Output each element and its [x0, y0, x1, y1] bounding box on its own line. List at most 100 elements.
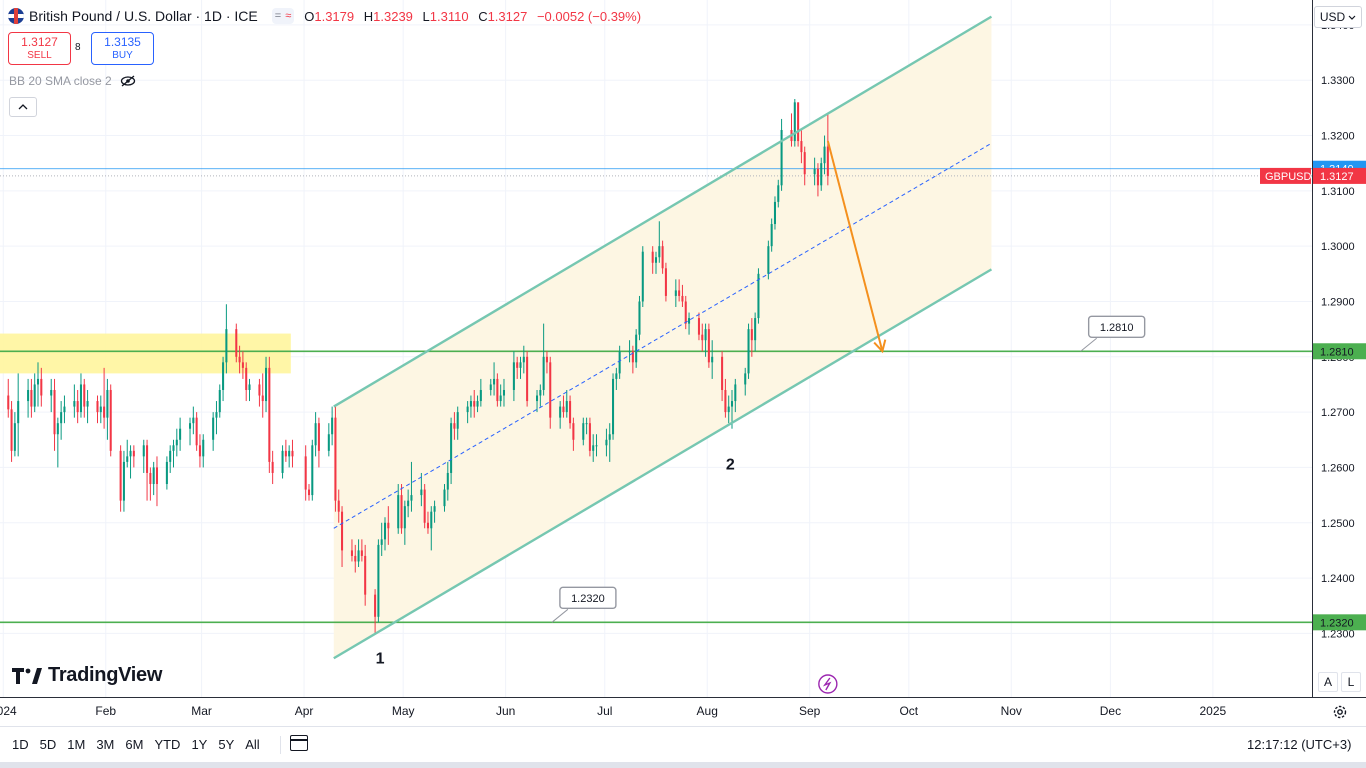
candle-body — [549, 362, 552, 418]
price-axis-tag-text: 1.2320 — [1320, 617, 1354, 629]
candle-body — [536, 395, 539, 402]
candle-body — [635, 334, 638, 363]
currency-label: USD — [1319, 10, 1346, 24]
candle-body — [341, 511, 344, 551]
tradingview-logo[interactable]: TradingView — [12, 664, 162, 687]
candle-body — [215, 412, 218, 418]
ohlc-change-value: −0.0052 (−0.39%) — [536, 8, 642, 24]
range-3m-button[interactable]: 3M — [96, 737, 115, 752]
candle-body — [420, 489, 423, 496]
buy-button[interactable]: 1.3135 BUY — [91, 32, 154, 65]
currency-dropdown[interactable]: USD — [1314, 6, 1362, 28]
y-tick-label: 1.2400 — [1321, 573, 1355, 585]
candle-body — [311, 445, 314, 496]
range-6m-button[interactable]: 6M — [125, 737, 144, 752]
ohlc-open-key: O — [304, 8, 315, 24]
candle-body — [777, 185, 780, 202]
candle-body — [327, 434, 330, 451]
channel-upper-line — [333, 15, 993, 408]
range-1d-button[interactable]: 1D — [12, 737, 29, 752]
candle-body — [664, 268, 667, 296]
candle-body — [453, 423, 456, 429]
candle-body — [96, 401, 99, 413]
sell-price: 1.3127 — [21, 34, 58, 49]
ohlc-close-key: C — [478, 8, 488, 24]
candle-body — [747, 329, 750, 374]
candle-body — [430, 511, 433, 529]
candle-body — [195, 417, 198, 446]
y-tick-label: 1.2600 — [1321, 462, 1355, 474]
candle-body — [608, 434, 611, 440]
eye-hidden-icon[interactable] — [120, 75, 136, 87]
candle-body — [50, 389, 53, 396]
candle-body — [235, 329, 238, 357]
ohlc-readout: O1.3179 H1.3239 L1.3110 C1.3127 −0.0052 … — [304, 9, 647, 24]
price-chart[interactable]: 121.28101.23201.23001.24001.25001.26001.… — [0, 0, 1366, 726]
candle-body — [446, 472, 449, 490]
approx-status-icon: ≈ — [285, 10, 292, 22]
candle-body — [202, 439, 205, 457]
candle-body — [545, 356, 548, 363]
candle-body — [357, 550, 360, 562]
candle-body — [456, 412, 459, 429]
candle-body — [588, 423, 591, 451]
candle-body — [76, 401, 79, 413]
candle-body — [288, 450, 291, 457]
candle-body — [291, 450, 294, 457]
range-5d-button[interactable]: 5D — [39, 737, 57, 752]
calendar-icon[interactable] — [290, 735, 308, 751]
candle-body — [562, 406, 565, 413]
candle-body — [410, 495, 413, 501]
candle-body — [684, 301, 687, 324]
candle-body — [674, 290, 677, 296]
auto-scale-button[interactable]: A — [1318, 672, 1338, 692]
range-5y-button[interactable]: 5Y — [218, 737, 235, 752]
candle-body — [473, 401, 476, 407]
candle-body — [119, 450, 122, 501]
symbol-title[interactable]: British Pound / U.S. Dollar · 1D · ICE — [29, 8, 258, 24]
status-pill[interactable]: = ≈ — [271, 8, 295, 24]
x-tick-label: Dec — [1100, 704, 1121, 718]
utc-clock[interactable]: 12:17:12 (UTC+3) — [1247, 737, 1352, 752]
candle-body — [403, 506, 406, 529]
range-ytd-button[interactable]: YTD — [154, 737, 181, 752]
x-tick-label: 2024 — [0, 704, 17, 718]
callout-box — [1087, 315, 1146, 338]
candle-body — [820, 163, 823, 186]
candle-body — [383, 522, 387, 540]
collapse-legend-button[interactable] — [9, 97, 37, 117]
x-tick-label: Nov — [1001, 704, 1022, 718]
range-1m-button[interactable]: 1M — [67, 737, 86, 752]
candle-body — [400, 495, 403, 529]
candle-body — [697, 318, 700, 335]
candle-body — [499, 395, 502, 402]
sell-button[interactable]: 1.3127 SELL — [8, 32, 71, 65]
chart-settings-button[interactable] — [1331, 703, 1349, 721]
candle-body — [476, 401, 479, 407]
x-tick-label: Jun — [496, 704, 515, 718]
indicator-legend[interactable]: BB 20 SMA close 2 — [9, 74, 136, 88]
candle-body — [27, 389, 30, 402]
candle-body — [800, 141, 803, 153]
candle-body — [331, 417, 334, 435]
candle-body — [337, 500, 340, 512]
callout-pointer — [551, 608, 569, 623]
symbol-name-tag-text: GBPUSD — [1265, 171, 1312, 183]
candle-body — [688, 318, 691, 324]
candle-body — [334, 417, 337, 501]
channel-lower-line — [333, 268, 993, 660]
candle-body — [502, 389, 506, 396]
candle-body — [493, 378, 496, 385]
callout-text: 1.2810 — [1100, 322, 1134, 334]
candle-body — [387, 522, 390, 529]
range-1y-button[interactable]: 1Y — [191, 737, 208, 752]
price-axis-tag — [1313, 614, 1366, 631]
log-scale-button[interactable]: L — [1341, 672, 1361, 692]
range-all-button[interactable]: All — [245, 737, 260, 752]
ohlc-high-key: H — [363, 8, 374, 24]
chart-header: British Pound / U.S. Dollar · 1D · ICE =… — [8, 6, 647, 26]
candle-body — [212, 417, 215, 440]
candle-body — [218, 389, 221, 413]
candle-body — [701, 334, 704, 341]
candle-body — [721, 356, 724, 390]
